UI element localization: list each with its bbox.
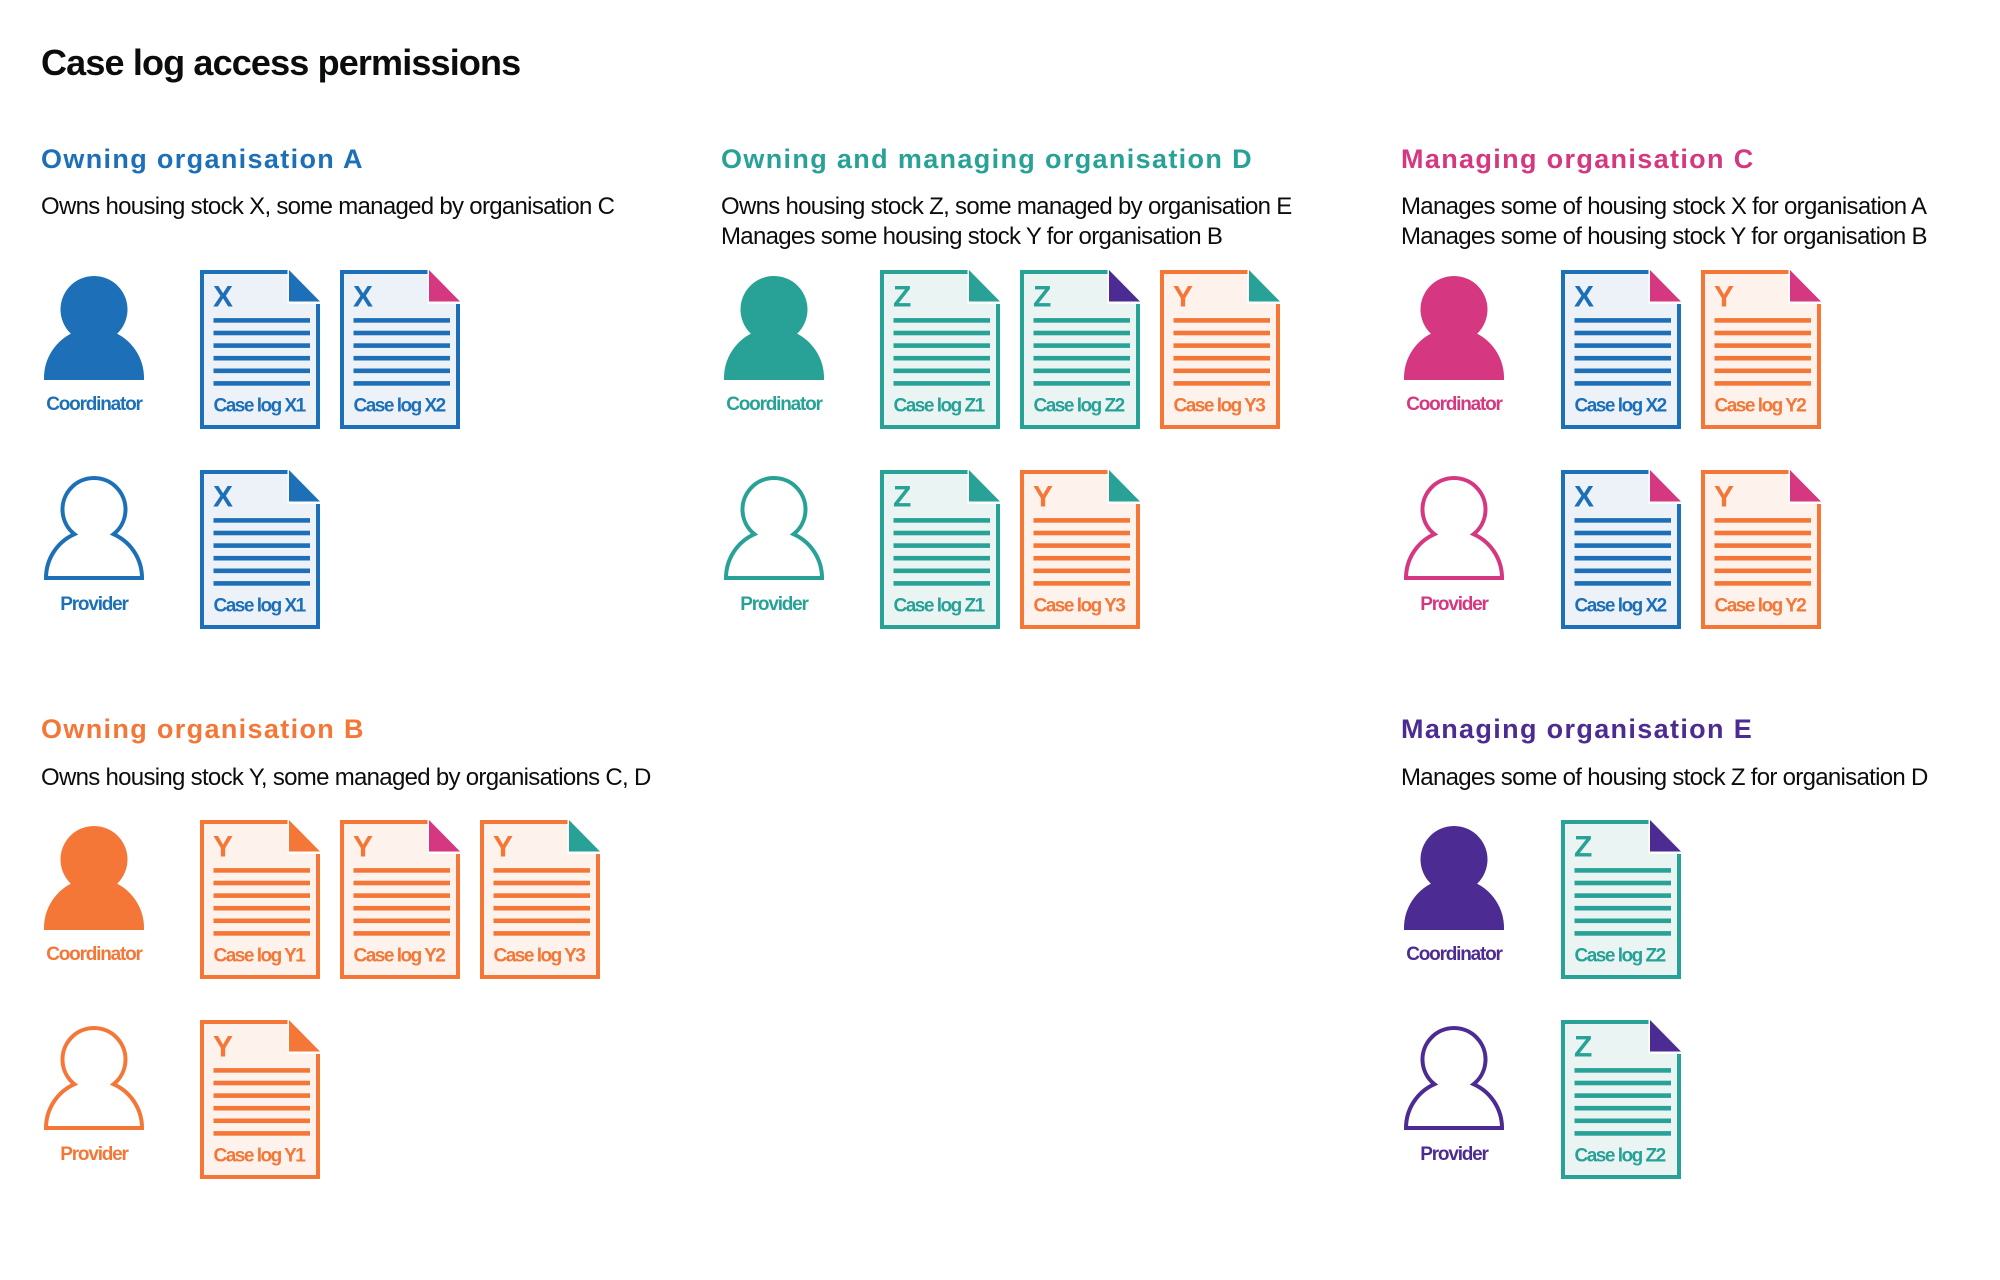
- svg-text:Case log Z2: Case log Z2: [1034, 396, 1125, 417]
- svg-text:Case log Z2: Case log Z2: [1575, 946, 1666, 967]
- svg-text:X: X: [213, 280, 233, 313]
- svg-text:Y: Y: [493, 830, 513, 863]
- svg-text:Case log Y3: Case log Y3: [1034, 596, 1126, 617]
- svg-text:Z: Z: [1574, 1030, 1592, 1063]
- svg-text:Case log X1: Case log X1: [214, 396, 307, 417]
- svg-text:Y: Y: [353, 830, 373, 863]
- svg-text:Y: Y: [1173, 280, 1193, 313]
- svg-text:Y: Y: [213, 1030, 233, 1063]
- svg-text:Case log Y1: Case log Y1: [214, 1146, 307, 1167]
- svg-text:Case log X2: Case log X2: [1575, 396, 1667, 417]
- svg-text:Case log X2: Case log X2: [1575, 596, 1667, 617]
- svg-text:Z: Z: [893, 480, 911, 513]
- svg-text:Y: Y: [1033, 480, 1053, 513]
- svg-text:Y: Y: [213, 830, 233, 863]
- svg-text:Y: Y: [1714, 280, 1734, 313]
- svg-text:Case log Y2: Case log Y2: [1715, 596, 1807, 617]
- svg-text:Case log Z1: Case log Z1: [894, 596, 986, 617]
- svg-text:Case log Y3: Case log Y3: [1174, 396, 1266, 417]
- svg-text:X: X: [1574, 280, 1594, 313]
- svg-text:Case log Y3: Case log Y3: [494, 946, 586, 967]
- svg-text:Case log Z1: Case log Z1: [894, 396, 986, 417]
- svg-text:Case log X1: Case log X1: [214, 596, 307, 617]
- svg-text:Case log Y2: Case log Y2: [354, 946, 446, 967]
- svg-text:Z: Z: [893, 280, 911, 313]
- svg-text:Case log Z2: Case log Z2: [1575, 1146, 1666, 1167]
- svg-text:X: X: [1574, 480, 1594, 513]
- svg-text:Case log Y2: Case log Y2: [1715, 396, 1807, 417]
- svg-text:Case log Y1: Case log Y1: [214, 946, 307, 967]
- svg-text:Z: Z: [1033, 280, 1051, 313]
- svg-text:Case log X2: Case log X2: [354, 396, 446, 417]
- svg-text:X: X: [213, 480, 233, 513]
- svg-text:Z: Z: [1574, 830, 1592, 863]
- svg-text:Y: Y: [1714, 480, 1734, 513]
- svg-text:X: X: [353, 280, 373, 313]
